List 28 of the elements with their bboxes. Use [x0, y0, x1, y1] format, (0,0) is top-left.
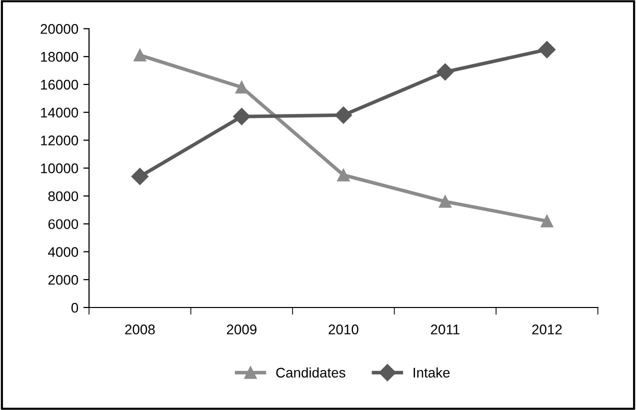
- y-tick-label: 2000: [48, 274, 78, 285]
- x-tick-label: 2008: [125, 324, 155, 334]
- x-tick-label: 2012: [532, 324, 562, 334]
- y-tick-label: 10000: [41, 163, 78, 174]
- x-tick-label: 2010: [328, 324, 358, 334]
- point: [334, 106, 352, 124]
- y-tick-label: 6000: [48, 219, 78, 230]
- point: [235, 80, 248, 94]
- x-tick-label: 2009: [226, 324, 256, 334]
- y-tick-label: 20000: [40, 24, 78, 34]
- legend-label: Candidates: [276, 367, 346, 378]
- y-tick-label: 8000: [48, 191, 78, 202]
- legend-label: Intake: [414, 367, 450, 378]
- y-tick-label: 16000: [41, 80, 78, 90]
- y-tick-label: 4000: [48, 247, 78, 257]
- point: [436, 63, 454, 80]
- point: [131, 168, 148, 186]
- point: [438, 195, 452, 208]
- x-tick-label: 2011: [430, 324, 460, 334]
- y-tick-label: 14000: [41, 108, 78, 118]
- y-tick-label: 18000: [41, 52, 78, 62]
- y-tick-label: 12000: [41, 136, 78, 146]
- point: [337, 168, 350, 182]
- point: [538, 41, 556, 58]
- point: [134, 48, 146, 62]
- y-tick-label: 0: [71, 302, 78, 313]
- point: [540, 214, 554, 228]
- point: [233, 108, 250, 126]
